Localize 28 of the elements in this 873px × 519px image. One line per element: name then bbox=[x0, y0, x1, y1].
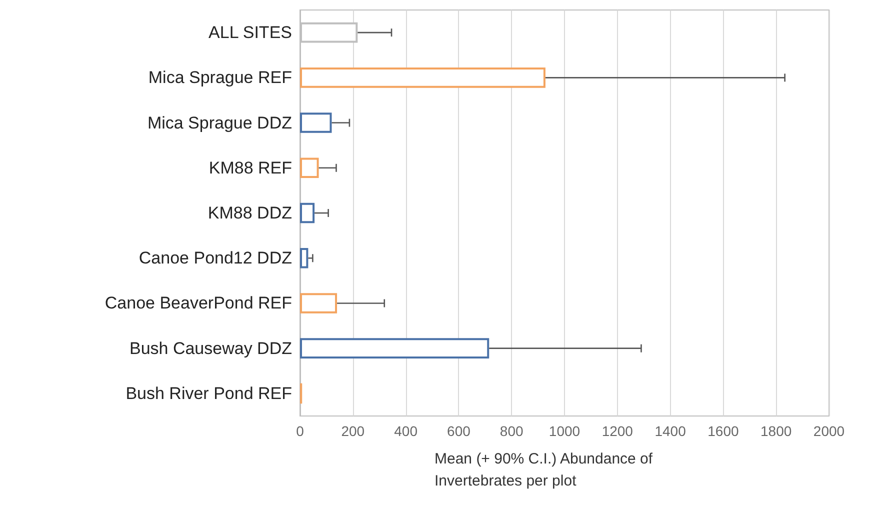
x-axis-title: Mean (+ 90% C.I.) Abundance of Invertebrates per plot bbox=[434, 450, 657, 490]
x-tick-label: 1000 bbox=[548, 423, 580, 439]
y-tick-label: Bush River Pond REF bbox=[126, 384, 292, 403]
x-tick-label: 800 bbox=[500, 423, 524, 439]
y-tick-label: Bush Causeway DDZ bbox=[129, 338, 292, 358]
x-tick-label: 0 bbox=[296, 423, 304, 439]
bar bbox=[300, 338, 490, 358]
bar bbox=[300, 293, 338, 314]
x-tick-label: 200 bbox=[341, 423, 365, 439]
x-tick-label: 1800 bbox=[760, 423, 792, 439]
y-tick-label: KM88 REF bbox=[208, 158, 292, 178]
y-tick-label: Mica Sprague REF bbox=[148, 68, 292, 88]
x-tick-label: 600 bbox=[447, 423, 471, 439]
y-tick-label: ALL SITES bbox=[208, 23, 292, 42]
x-tick-label: 400 bbox=[394, 423, 418, 439]
bar bbox=[300, 202, 315, 224]
bar bbox=[300, 248, 308, 268]
bar bbox=[300, 158, 319, 178]
y-tick-label: Canoe BeaverPond REF bbox=[104, 294, 292, 313]
x-tick-label: 1600 bbox=[708, 423, 739, 439]
x-tick-label: 1200 bbox=[602, 423, 634, 439]
bar bbox=[300, 68, 546, 88]
x-tick-label: 2000 bbox=[813, 423, 845, 439]
bar bbox=[300, 112, 332, 133]
y-tick-label: Canoe Pond12 DDZ bbox=[138, 248, 292, 268]
y-tick-label: KM88 DDZ bbox=[208, 204, 292, 222]
y-tick-label: Mica Sprague DDZ bbox=[147, 113, 292, 132]
x-tick-label: 1400 bbox=[654, 423, 686, 439]
